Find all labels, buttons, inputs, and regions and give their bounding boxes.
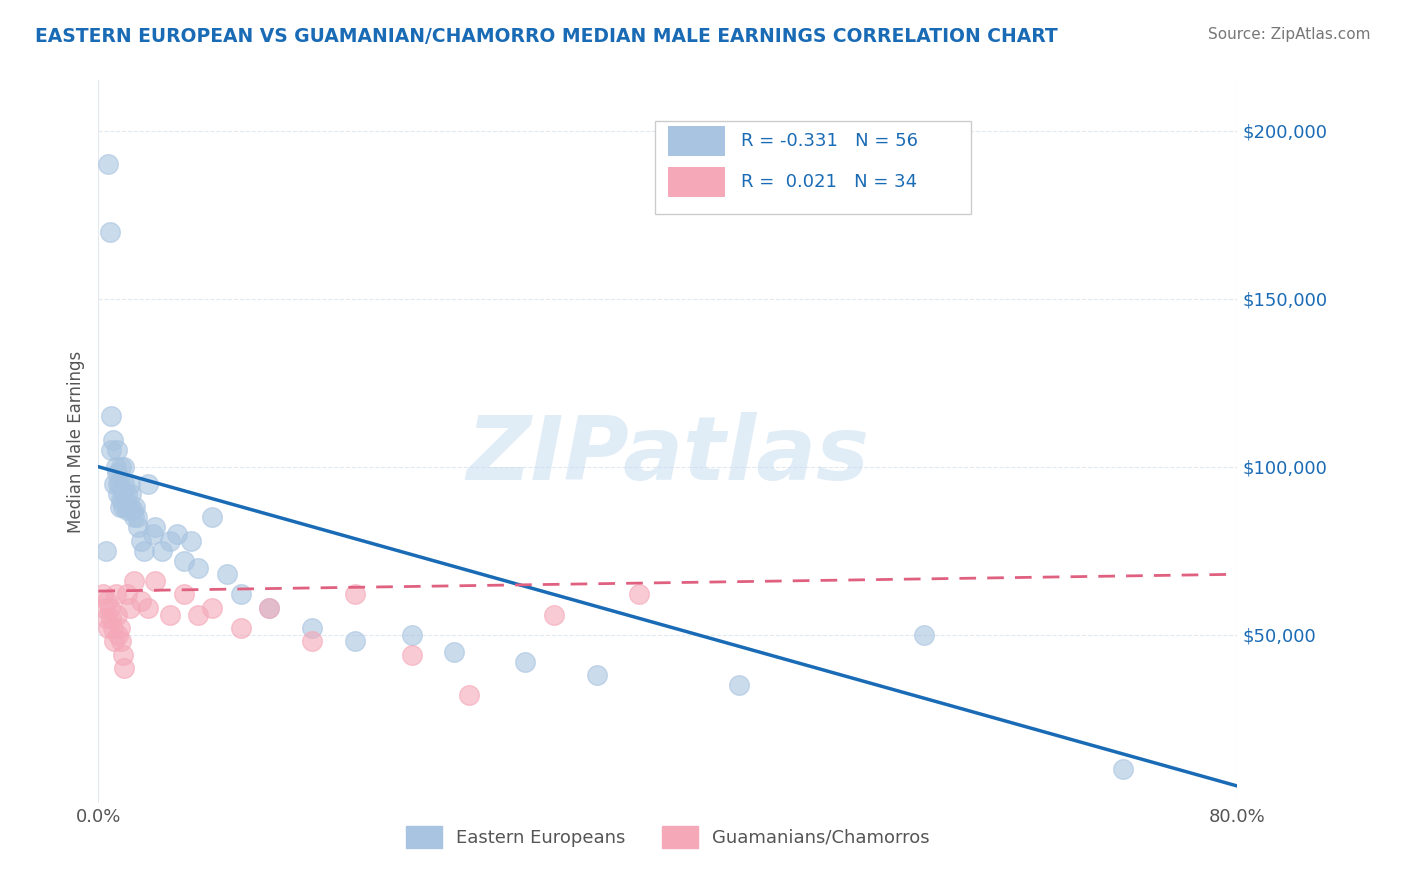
Point [94, 543, 117, 558]
Text: R =  0.021   N = 34: R = 0.021 N = 34 [741, 173, 917, 191]
Point [97, 621, 120, 635]
Point [112, 661, 135, 675]
Point [105, 467, 128, 481]
Point [912, 628, 935, 642]
Point [101, 433, 124, 447]
Point [187, 560, 209, 574]
Point [110, 459, 132, 474]
Point [108, 500, 131, 514]
Point [104, 459, 127, 474]
Point [141, 527, 163, 541]
Point [108, 621, 131, 635]
Point [215, 567, 238, 582]
Point [114, 493, 136, 508]
Point [115, 503, 138, 517]
Point [159, 607, 181, 622]
Text: Source: ZipAtlas.com: Source: ZipAtlas.com [1208, 27, 1371, 42]
Point [145, 574, 167, 588]
Point [132, 543, 155, 558]
Point [98, 600, 121, 615]
Point [343, 587, 366, 601]
Point [201, 510, 224, 524]
Point [111, 648, 134, 662]
Point [111, 500, 134, 514]
Point [136, 600, 159, 615]
Point [115, 486, 138, 500]
Point [585, 668, 607, 682]
Text: ZIPatlas: ZIPatlas [467, 412, 869, 500]
Point [100, 611, 122, 625]
Point [97, 157, 120, 171]
Point [457, 688, 479, 702]
Point [145, 520, 167, 534]
Point [125, 510, 148, 524]
Point [628, 587, 651, 601]
Point [1112, 762, 1135, 776]
Point [108, 476, 131, 491]
Point [166, 527, 188, 541]
Point [127, 520, 149, 534]
Point [118, 600, 141, 615]
Text: R = -0.331   N = 56: R = -0.331 N = 56 [741, 132, 918, 150]
Point [111, 486, 134, 500]
Point [301, 634, 323, 648]
Point [100, 409, 122, 424]
Point [343, 634, 366, 648]
Point [201, 600, 224, 615]
Point [101, 621, 124, 635]
Point [103, 634, 125, 648]
Point [122, 574, 145, 588]
Point [136, 476, 159, 491]
Point [96, 594, 118, 608]
Point [93, 600, 115, 615]
Point [121, 503, 143, 517]
Point [94, 611, 117, 625]
Point [124, 500, 146, 514]
Point [301, 621, 323, 635]
Point [401, 648, 423, 662]
Point [401, 628, 423, 642]
Point [91, 587, 114, 601]
Point [129, 533, 152, 548]
Point [187, 607, 209, 622]
Point [107, 628, 129, 642]
Point [117, 500, 139, 514]
Point [115, 587, 138, 601]
Point [152, 543, 174, 558]
Point [122, 510, 145, 524]
Point [443, 644, 465, 658]
Point [112, 459, 135, 474]
Point [728, 678, 751, 692]
Y-axis label: Median Male Earnings: Median Male Earnings [66, 351, 84, 533]
Point [118, 500, 141, 514]
Point [104, 587, 127, 601]
Point [129, 594, 152, 608]
Point [543, 607, 565, 622]
Point [100, 442, 122, 457]
Point [105, 442, 128, 457]
Text: EASTERN EUROPEAN VS GUAMANIAN/CHAMORRO MEDIAN MALE EARNINGS CORRELATION CHART: EASTERN EUROPEAN VS GUAMANIAN/CHAMORRO M… [35, 27, 1057, 45]
Point [103, 476, 125, 491]
Point [229, 621, 252, 635]
Point [105, 607, 128, 622]
Point [110, 634, 132, 648]
Point [173, 554, 195, 568]
Point [259, 600, 281, 615]
Point [118, 476, 141, 491]
Point [110, 493, 132, 508]
Point [107, 486, 129, 500]
Point [112, 476, 135, 491]
Point [259, 600, 281, 615]
Point [173, 587, 195, 601]
Point [180, 533, 202, 548]
Legend: Eastern Europeans, Guamanians/Chamorros: Eastern Europeans, Guamanians/Chamorros [398, 819, 938, 855]
Point [98, 225, 121, 239]
Point [120, 486, 142, 500]
Point [515, 655, 537, 669]
Point [229, 587, 252, 601]
Point [159, 533, 181, 548]
Point [107, 476, 129, 491]
